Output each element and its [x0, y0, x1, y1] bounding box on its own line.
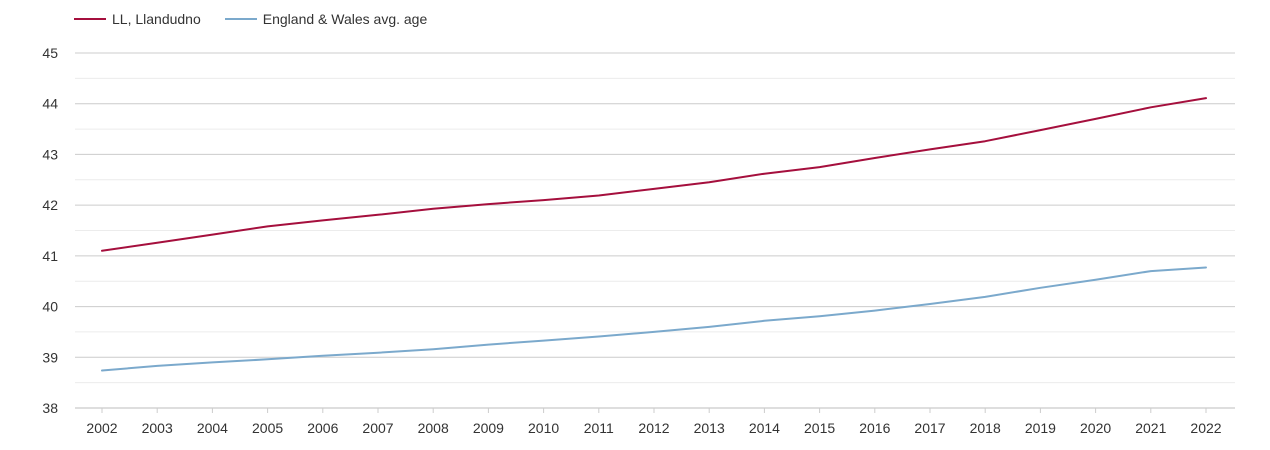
x-tick-label: 2006	[307, 420, 338, 436]
chart-grid	[75, 52, 1235, 409]
x-tick-label: 2010	[528, 420, 559, 436]
x-tick-label: 2011	[584, 420, 614, 436]
x-tick-label: 2015	[804, 420, 835, 436]
y-tick-label: 38	[42, 400, 58, 416]
legend-label-england-wales: England & Wales avg. age	[262, 11, 428, 27]
series-line-0[interactable]	[101, 97, 1207, 252]
legend-swatch-llandudno	[74, 18, 106, 20]
y-tick-label: 41	[42, 248, 58, 264]
x-tick-label: 2004	[197, 420, 228, 436]
x-tick-label: 2016	[859, 420, 890, 436]
x-tick-label: 2014	[749, 420, 780, 436]
x-tick-label: 2002	[86, 420, 117, 436]
x-tick-label: 2021	[1135, 420, 1166, 436]
x-tick-label: 2022	[1190, 420, 1221, 436]
series-line-1[interactable]	[101, 266, 1207, 372]
x-tick-label: 2007	[362, 420, 393, 436]
y-tick-label: 43	[42, 146, 58, 162]
legend-label-llandudno: LL, Llandudno	[112, 11, 201, 27]
chart-series	[101, 97, 1207, 372]
x-axis: 2002 2003 2004 2005 2006 2007 2008 2009 2010 2011…	[86, 408, 1222, 436]
x-tick-label: 2009	[473, 420, 504, 436]
x-tick-label: 2008	[418, 420, 449, 436]
y-axis: 38 39 40 41 42 43 44 45	[42, 45, 58, 416]
legend-swatch-england-wales	[224, 18, 257, 20]
x-tick-label: 2019	[1025, 420, 1056, 436]
legend-item-llandudno[interactable]: LL, Llandudno	[74, 11, 201, 27]
x-tick-label: 2003	[142, 420, 173, 436]
y-tick-label: 42	[42, 197, 58, 213]
y-tick-label: 44	[42, 96, 58, 112]
y-tick-label: 40	[42, 299, 58, 315]
x-tick-label: 2018	[970, 420, 1001, 436]
x-tick-label: 2005	[252, 420, 283, 436]
x-tick-label: 2013	[694, 420, 725, 436]
y-tick-label: 45	[42, 45, 58, 61]
x-tick-label: 2017	[914, 420, 945, 436]
x-tick-label: 2020	[1080, 420, 1111, 436]
x-tick-label: 2012	[638, 420, 669, 436]
y-tick-label: 39	[42, 349, 58, 365]
legend-item-england-wales[interactable]: England & Wales avg. age	[224, 11, 428, 27]
chart-legend: LL, Llandudno England & Wales avg. age	[74, 9, 451, 29]
